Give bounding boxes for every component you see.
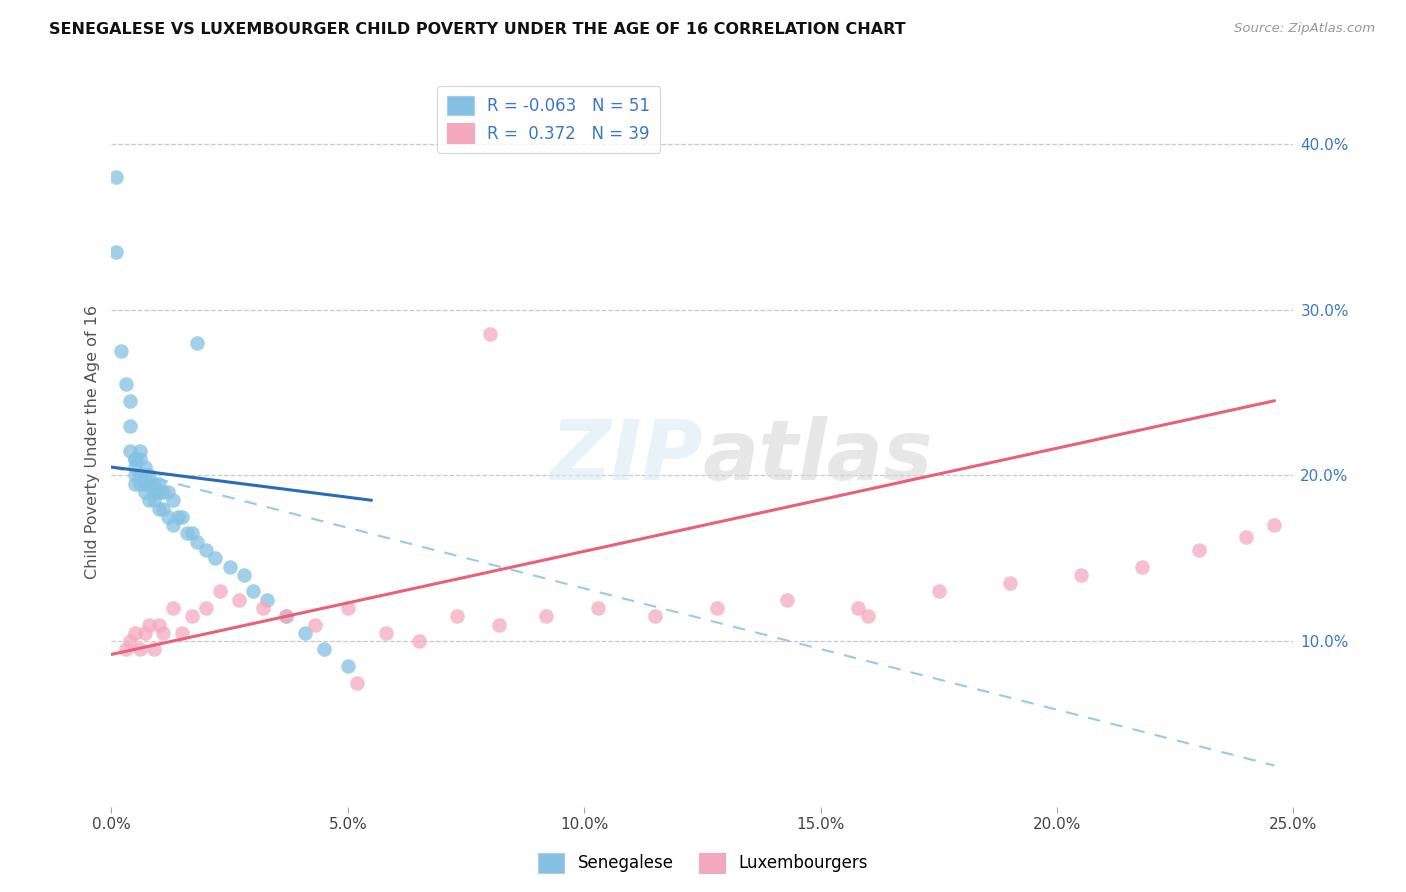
Point: [314, 642, 336, 657]
Point: [218, 559, 240, 574]
Point: [276, 609, 298, 624]
Point: [124, 468, 146, 483]
Point: [143, 485, 166, 500]
Point: [536, 609, 558, 624]
Point: [148, 485, 170, 500]
Point: [120, 393, 142, 408]
Point: [114, 377, 136, 392]
Point: [180, 526, 202, 541]
Legend: R = -0.063   N = 51, R =  0.372   N = 39: R = -0.063 N = 51, R = 0.372 N = 39: [437, 86, 661, 153]
Point: [128, 476, 150, 491]
Point: [128, 443, 150, 458]
Point: [228, 592, 250, 607]
Text: ZIP: ZIP: [550, 417, 703, 498]
Point: [120, 443, 142, 458]
Point: [152, 485, 174, 500]
Point: [148, 501, 170, 516]
Point: [114, 642, 136, 657]
Point: [194, 543, 217, 558]
Point: [124, 460, 146, 475]
Point: [134, 460, 156, 475]
Point: [128, 642, 150, 657]
Point: [134, 468, 156, 483]
Point: [1234, 530, 1257, 544]
Point: [232, 567, 254, 582]
Text: atlas: atlas: [703, 417, 934, 498]
Point: [143, 493, 166, 508]
Point: [124, 451, 146, 466]
Point: [644, 609, 666, 624]
Point: [105, 169, 128, 184]
Point: [172, 626, 194, 640]
Point: [408, 634, 430, 648]
Point: [120, 634, 142, 648]
Point: [336, 659, 359, 673]
Point: [157, 509, 180, 524]
Point: [166, 509, 188, 524]
Point: [138, 476, 160, 491]
Text: Source: ZipAtlas.com: Source: ZipAtlas.com: [1234, 22, 1375, 36]
Point: [138, 468, 160, 483]
Point: [488, 617, 510, 632]
Point: [998, 576, 1021, 591]
Point: [204, 551, 226, 566]
Point: [120, 418, 142, 433]
Point: [209, 584, 232, 599]
Point: [172, 509, 194, 524]
Point: [138, 493, 160, 508]
Point: [588, 601, 610, 615]
Point: [143, 476, 166, 491]
Point: [134, 626, 156, 640]
Point: [128, 451, 150, 466]
Point: [134, 476, 156, 491]
Point: [252, 601, 274, 615]
Point: [124, 476, 146, 491]
Point: [1263, 518, 1285, 533]
Point: [186, 534, 208, 549]
Point: [856, 609, 879, 624]
Point: [194, 601, 217, 615]
Point: [1070, 567, 1092, 582]
Legend: Senegalese, Luxembourgers: Senegalese, Luxembourgers: [531, 847, 875, 880]
Point: [706, 601, 728, 615]
Point: [152, 501, 174, 516]
Y-axis label: Child Poverty Under the Age of 16: Child Poverty Under the Age of 16: [86, 305, 100, 579]
Point: [276, 609, 298, 624]
Point: [256, 592, 278, 607]
Point: [152, 626, 174, 640]
Point: [110, 344, 132, 359]
Point: [105, 244, 128, 259]
Point: [134, 485, 156, 500]
Point: [346, 675, 368, 690]
Point: [446, 609, 468, 624]
Point: [162, 493, 184, 508]
Point: [848, 601, 870, 615]
Text: SENEGALESE VS LUXEMBOURGER CHILD POVERTY UNDER THE AGE OF 16 CORRELATION CHART: SENEGALESE VS LUXEMBOURGER CHILD POVERTY…: [49, 22, 905, 37]
Point: [1188, 543, 1211, 558]
Point: [374, 626, 396, 640]
Point: [294, 626, 316, 640]
Point: [138, 617, 160, 632]
Point: [336, 601, 359, 615]
Point: [148, 617, 170, 632]
Point: [304, 617, 326, 632]
Point: [176, 526, 198, 541]
Point: [148, 476, 170, 491]
Point: [478, 327, 501, 342]
Point: [157, 485, 180, 500]
Point: [776, 592, 799, 607]
Point: [928, 584, 950, 599]
Point: [186, 335, 208, 350]
Point: [124, 451, 146, 466]
Point: [162, 518, 184, 533]
Point: [128, 468, 150, 483]
Point: [242, 584, 264, 599]
Point: [1130, 559, 1153, 574]
Point: [162, 601, 184, 615]
Point: [180, 609, 202, 624]
Point: [143, 642, 166, 657]
Point: [124, 626, 146, 640]
